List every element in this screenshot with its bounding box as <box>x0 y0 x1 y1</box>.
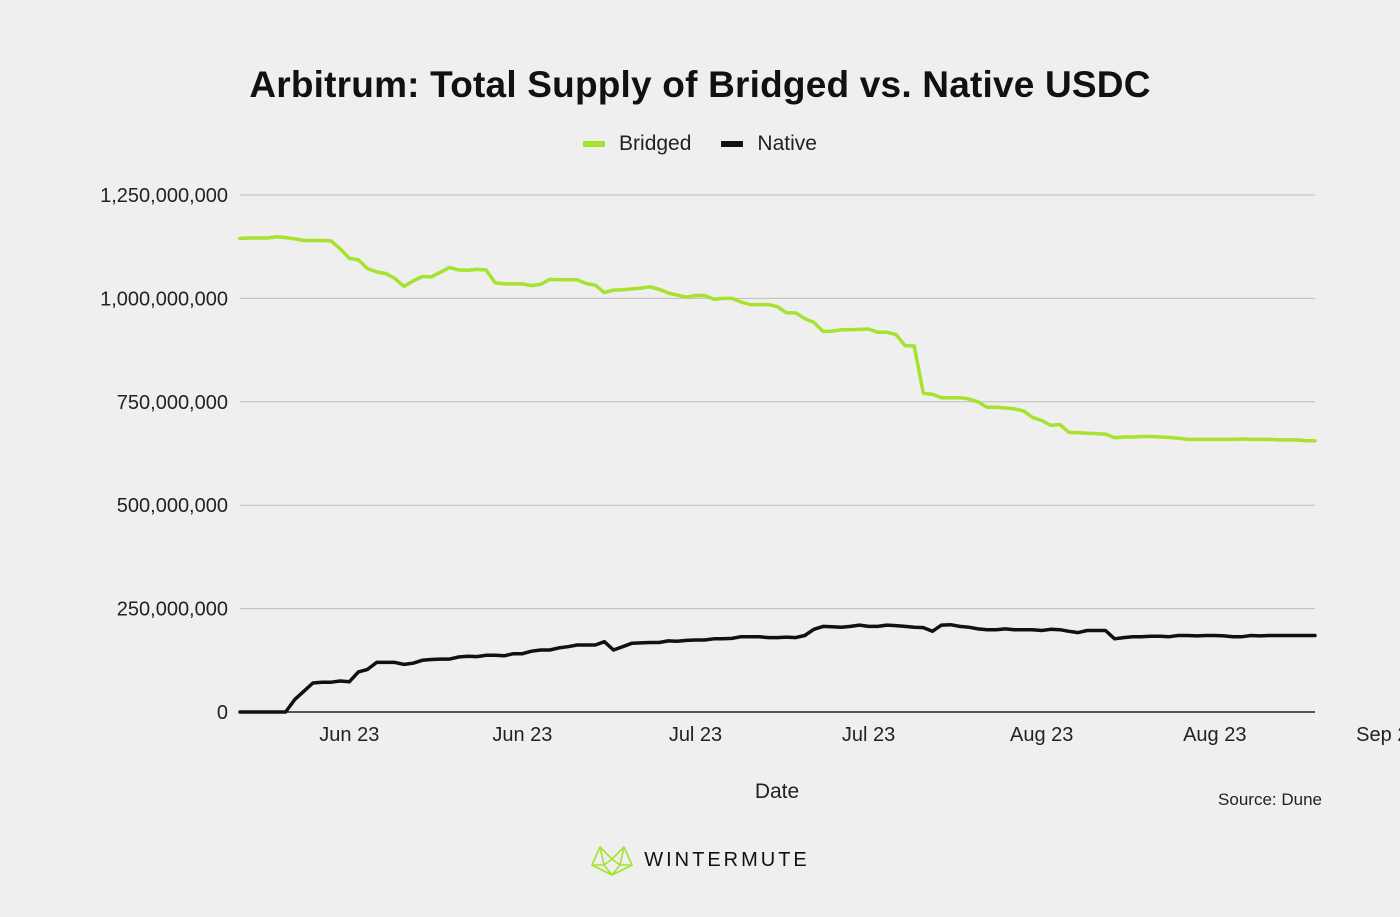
brand-name: WINTERMUTE <box>644 848 810 871</box>
x-tick-label: Jul 23 <box>842 724 895 746</box>
y-tick-label: 0 <box>217 702 228 724</box>
y-axis-ticks: 0 250,000,000 500,000,000 750,000,000 1,000,… <box>100 185 228 724</box>
series-line-bridged <box>238 235 1317 443</box>
y-tick-label: 1,250,000,000 <box>100 185 228 207</box>
y-tick-label: 1,000,000,000 <box>100 288 228 310</box>
wintermute-logo-icon <box>591 846 634 876</box>
y-tick-label: 750,000,000 <box>117 392 228 414</box>
footer-brand: WINTERMUTE <box>0 843 1400 877</box>
x-axis-label: Date <box>755 780 799 803</box>
x-tick-label: Jun 23 <box>492 724 552 746</box>
chart-legend: Bridged Native <box>0 132 1400 156</box>
x-tick-label: Jul 23 <box>669 724 722 746</box>
x-axis-ticks: Jun 23 Jun 23 Jul 23 Jul 23 Aug 23 Aug 23 Sep … <box>319 724 1400 746</box>
grid-lines <box>240 194 1315 713</box>
y-tick-label: 250,000,000 <box>117 599 228 621</box>
legend-swatch-native <box>721 141 744 147</box>
chart-title: Arbitrum: Total Supply of Bridged vs. Na… <box>249 64 1151 105</box>
series-line-native <box>238 622 1317 714</box>
legend-swatch-bridged <box>583 141 606 147</box>
x-tick-label: Sep 23 <box>1356 724 1400 746</box>
legend-item-native[interactable]: Native <box>721 132 817 156</box>
y-tick-label: 500,000,000 <box>117 495 228 517</box>
x-tick-label: Aug 23 <box>1183 724 1246 746</box>
x-tick-label: Aug 23 <box>1010 724 1073 746</box>
series-lines <box>238 235 1317 714</box>
source-note: Source: Dune <box>1218 790 1322 809</box>
legend-item-bridged[interactable]: Bridged <box>583 132 691 156</box>
x-tick-label: Jun 23 <box>319 724 379 746</box>
legend-label-native: Native <box>757 132 817 155</box>
legend-label-bridged: Bridged <box>619 132 692 155</box>
